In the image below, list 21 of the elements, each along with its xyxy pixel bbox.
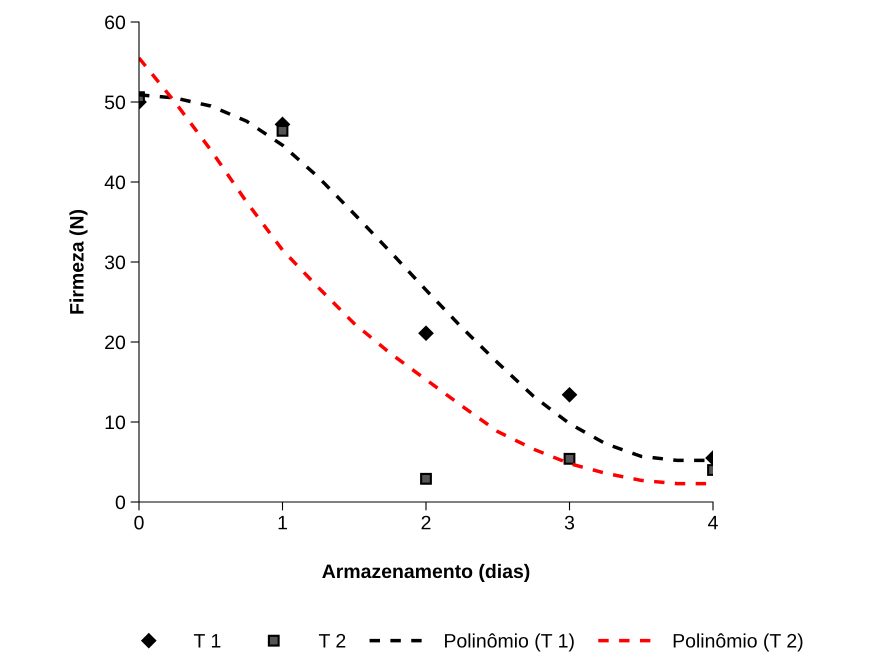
legend-label: Polinômio (T 2) [674, 633, 802, 652]
x-tick-label: 4 [708, 516, 718, 530]
point [420, 472, 432, 485]
point [276, 124, 288, 137]
legend-label: T 1 [194, 634, 220, 648]
y-tick-label: 60 [105, 15, 126, 30]
y-axis-title: Firmeza (N) [69, 210, 88, 314]
y-tick-label: 40 [104, 175, 126, 190]
x-axis-title: Armazenamento (dias) [322, 564, 530, 582]
y-tick-label: 30 [104, 255, 126, 270]
point [418, 326, 434, 341]
x-tick-label: 1 [278, 516, 287, 530]
x-tick-label: 2 [422, 516, 430, 530]
x-tick-label: 0 [134, 516, 144, 530]
legend-label: T 2 [318, 634, 346, 648]
legend-label: Polinômio (T 1) [445, 633, 574, 652]
y-tick-label: 20 [105, 335, 126, 350]
y-tick-label: 10 [106, 415, 126, 430]
x-tick-label: 3 [564, 516, 574, 530]
y-tick-label: 50 [104, 95, 126, 110]
y-tick-label: 0 [116, 495, 126, 510]
